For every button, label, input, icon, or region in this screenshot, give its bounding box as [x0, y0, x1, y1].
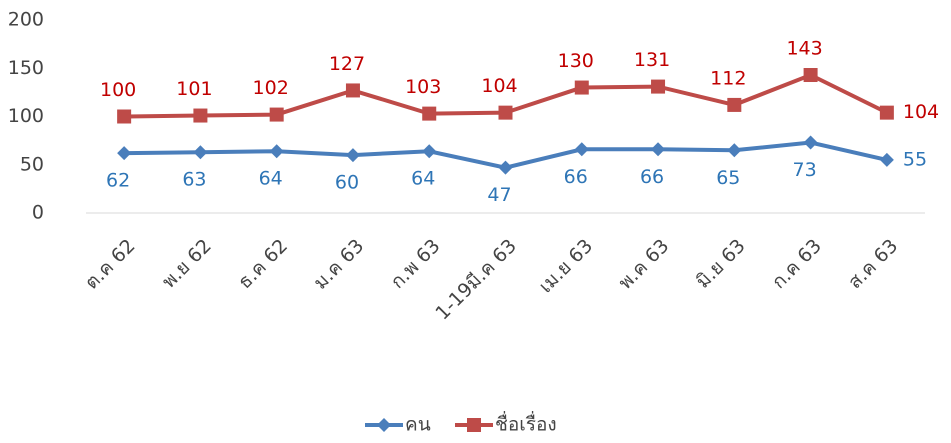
data-label: 60 [335, 172, 359, 194]
data-label: 104 [481, 75, 517, 97]
marker [803, 68, 818, 83]
marker [727, 97, 742, 112]
data-label: 55 [903, 148, 927, 170]
data-label: 127 [329, 53, 365, 75]
data-label: 101 [176, 78, 212, 100]
marker [651, 142, 666, 157]
x-tick-label: มิ.ย 63 [692, 235, 750, 293]
data-label: 130 [558, 50, 594, 72]
x-tick-label: ต.ค 62 [81, 235, 140, 294]
data-label: 112 [710, 67, 746, 89]
marker [269, 144, 284, 159]
x-tick-label: ก.พ 63 [386, 235, 444, 293]
marker [574, 142, 589, 157]
y-tick-label: 50 [20, 153, 44, 175]
marker [422, 144, 437, 159]
data-label: 103 [405, 76, 441, 98]
marker [879, 152, 894, 167]
data-label: 65 [716, 167, 740, 189]
marker [117, 146, 132, 161]
x-tick-label: ส.ค 63 [844, 235, 902, 293]
marker [803, 135, 818, 150]
data-label: 64 [259, 168, 283, 190]
x-tick-label: ม.ค 63 [309, 235, 368, 294]
data-label: 131 [634, 49, 670, 71]
marker [193, 108, 208, 123]
marker [574, 80, 589, 95]
data-label: 143 [786, 38, 822, 60]
x-tick-label: พ.ค 63 [614, 235, 673, 294]
legend-label: คน [405, 414, 431, 436]
x-tick-label: ก.ค 63 [768, 235, 826, 293]
x-tick-label: พ.ย 62 [158, 235, 216, 293]
marker [498, 105, 513, 120]
marker [651, 79, 666, 94]
data-label: 73 [792, 159, 816, 181]
marker [193, 145, 208, 160]
y-tick-label: 200 [8, 9, 44, 31]
data-label: 102 [253, 77, 289, 99]
x-tick-label: ธ.ค 62 [234, 235, 292, 293]
legend-item: ชื่อเรื่อง [455, 411, 557, 436]
marker [727, 143, 742, 158]
y-tick-label: 100 [8, 105, 44, 127]
legend-marker [377, 418, 391, 432]
marker [345, 83, 360, 98]
marker [345, 148, 360, 163]
data-label: 104 [903, 101, 939, 123]
marker [117, 109, 132, 124]
data-label: 66 [564, 166, 588, 188]
x-tick-label: 1-19มี.ค 63 [431, 235, 521, 325]
data-label: 47 [487, 184, 511, 206]
marker [269, 107, 284, 122]
data-label: 63 [182, 169, 206, 191]
legend-item: คน [365, 414, 431, 436]
y-tick-label: 0 [32, 202, 44, 224]
marker [498, 160, 513, 175]
marker [422, 106, 437, 121]
y-tick-label: 150 [8, 57, 44, 79]
data-label: 100 [100, 79, 136, 101]
legend-label: ชื่อเรื่อง [495, 411, 557, 436]
legend-marker [467, 418, 481, 432]
x-tick-label: เม.ย 63 [535, 235, 598, 298]
data-label: 66 [640, 166, 664, 188]
data-label: 64 [411, 168, 435, 190]
data-label: 62 [106, 170, 130, 192]
marker [879, 105, 894, 120]
